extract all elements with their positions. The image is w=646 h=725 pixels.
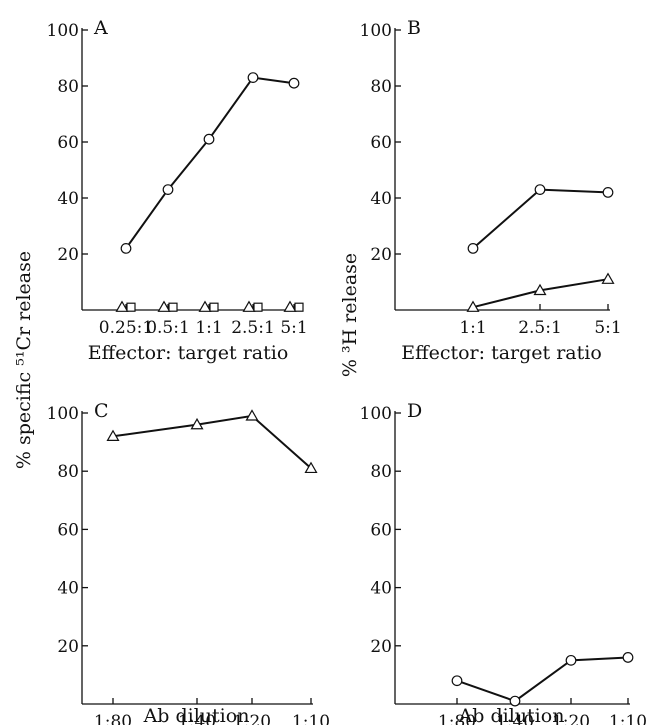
- y-tick-label: 60: [57, 133, 79, 153]
- data-point-circle: [622, 652, 634, 663]
- y-tick-label: 60: [370, 133, 392, 153]
- data-point-circle: [288, 77, 300, 89]
- data-point-triangle: [115, 300, 129, 312]
- y-tick-label: 80: [57, 77, 79, 97]
- y-tick-label: 40: [57, 579, 79, 599]
- data-point-triangle: [190, 417, 204, 430]
- x-tick-label: 1:20: [233, 712, 271, 725]
- y-tick-label: 80: [57, 462, 79, 482]
- data-point-circle: [162, 184, 174, 196]
- series-square: [126, 302, 304, 312]
- x-tick-label: 1:40: [178, 712, 216, 725]
- series-circle: [467, 184, 614, 254]
- data-point-circle: [451, 675, 463, 687]
- y-tick-label: 20: [370, 245, 392, 265]
- x-tick-label: 1:1: [459, 318, 486, 338]
- y-tick-label: 80: [370, 77, 392, 97]
- series-line: [456, 656, 629, 703]
- x-tick-label: 5:1: [594, 318, 621, 338]
- x-tick-label: 0.25:1: [99, 318, 153, 338]
- data-point-square: [126, 302, 136, 312]
- x-tick-label: 2.5:1: [518, 318, 562, 338]
- data-point-square: [209, 302, 219, 312]
- data-point-circle: [247, 72, 259, 83]
- panel-b: B 20 40 60 80 100 1:1 2.5:1 5:1 Effector: target …: [360, 17, 622, 364]
- y-tick-label: 20: [57, 637, 79, 657]
- x-axis-title: Ab dilution: [143, 705, 250, 725]
- panel-a: A 20 40 60 80 100 0.25:10.5:1 1:1 2.5:1 5:1 Effect…: [47, 17, 308, 364]
- data-point-triangle: [157, 300, 171, 312]
- series-line: [125, 76, 295, 249]
- y-tick-label: 20: [57, 245, 79, 265]
- data-point-triangle: [533, 283, 547, 296]
- x-tick-label: 1:1: [195, 318, 222, 338]
- x-tick-label: 1:40: [496, 712, 534, 725]
- y-axis-title-specific-cr-release: % specific ⁵¹Cr release: [13, 251, 35, 469]
- x-tick-label: 2.5:1: [231, 318, 275, 338]
- y-tick-label: 100: [47, 21, 79, 41]
- y-tick-label: 80: [370, 462, 392, 482]
- data-point-circle: [565, 654, 577, 666]
- x-tick-label: 1:10: [292, 712, 330, 725]
- y-tick-label: 100: [360, 21, 392, 41]
- x-tick-label: 5:1: [280, 318, 307, 338]
- x-axis-title: Effector: target ratio: [88, 342, 289, 364]
- data-point-square: [168, 302, 178, 312]
- x-tick-label: 1:80: [94, 712, 132, 725]
- data-point-triangle: [106, 429, 120, 442]
- x-tick-label: 1:10: [609, 712, 646, 725]
- data-point-circle: [120, 242, 132, 254]
- y-tick-label: 40: [370, 189, 392, 209]
- panel-letter: B: [407, 17, 421, 39]
- series-triangle: [466, 272, 615, 312]
- x-tick-label: 0.5:1: [146, 318, 190, 338]
- panel-letter: D: [407, 400, 422, 422]
- series-line: [472, 188, 609, 250]
- data-point-circle: [509, 695, 521, 707]
- data-point-triangle: [466, 300, 480, 312]
- y-tick-label: 40: [57, 189, 79, 209]
- series-triangle: [106, 409, 318, 474]
- y-axis-title-h-release: % ³H release: [339, 253, 361, 377]
- series-circle: [120, 72, 300, 254]
- data-point-triangle: [283, 300, 297, 312]
- series-line: [112, 414, 312, 470]
- x-axis-title: Ab dilution: [458, 705, 565, 725]
- y-tick-label: 100: [47, 404, 79, 424]
- y-tick-label: 60: [57, 520, 79, 540]
- data-point-triangle: [198, 300, 212, 312]
- data-point-circle: [203, 133, 215, 145]
- x-tick-label: 1:80: [438, 712, 476, 725]
- data-point-square: [253, 302, 263, 312]
- y-tick-label: 60: [370, 520, 392, 540]
- y-tick-label: 20: [370, 637, 392, 657]
- data-point-circle: [602, 186, 614, 198]
- data-point-triangle: [245, 409, 259, 421]
- data-point-triangle: [601, 272, 615, 284]
- panel-d: D 20 40 60 80 100 1:80 1:40 1:20 1:10 Ab dilution: [360, 400, 646, 725]
- panel-letter: A: [93, 17, 108, 39]
- x-tick-label: 1:20: [552, 712, 590, 725]
- panel-letter: C: [94, 400, 109, 422]
- data-point-triangle: [242, 300, 256, 312]
- data-point-square: [294, 302, 304, 312]
- data-point-triangle: [304, 461, 318, 474]
- data-point-circle: [467, 242, 479, 254]
- y-tick-label: 40: [370, 579, 392, 599]
- x-axis-title: Effector: target ratio: [401, 342, 602, 364]
- data-point-circle: [534, 184, 546, 196]
- series-circle: [451, 652, 634, 707]
- panel-c: C 20 40 60 80 100 1:80 1:40 1:20 1:10 Ab dilution: [47, 400, 331, 725]
- y-tick-label: 100: [360, 404, 392, 424]
- series-triangle: [115, 300, 297, 312]
